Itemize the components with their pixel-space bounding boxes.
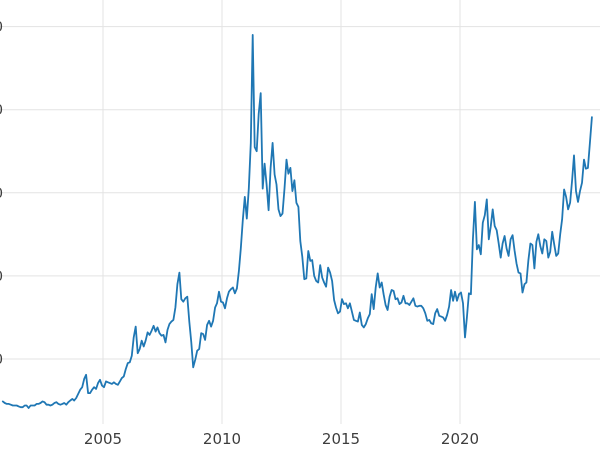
- x-tick-label: 2005: [84, 430, 122, 448]
- price-line: [1, 34, 593, 409]
- x-tick-label: 2010: [203, 430, 241, 448]
- x-tick-label: 2020: [441, 430, 479, 448]
- y-tick-label-cropped: 10: [0, 352, 3, 368]
- y-tick-label-cropped: 30: [0, 186, 3, 202]
- y-tick-label-cropped: 50: [0, 20, 3, 36]
- y-tick-label-cropped: 40: [0, 103, 3, 119]
- y-tick-label-cropped: 20: [0, 269, 3, 285]
- x-tick-label: 2015: [322, 430, 360, 448]
